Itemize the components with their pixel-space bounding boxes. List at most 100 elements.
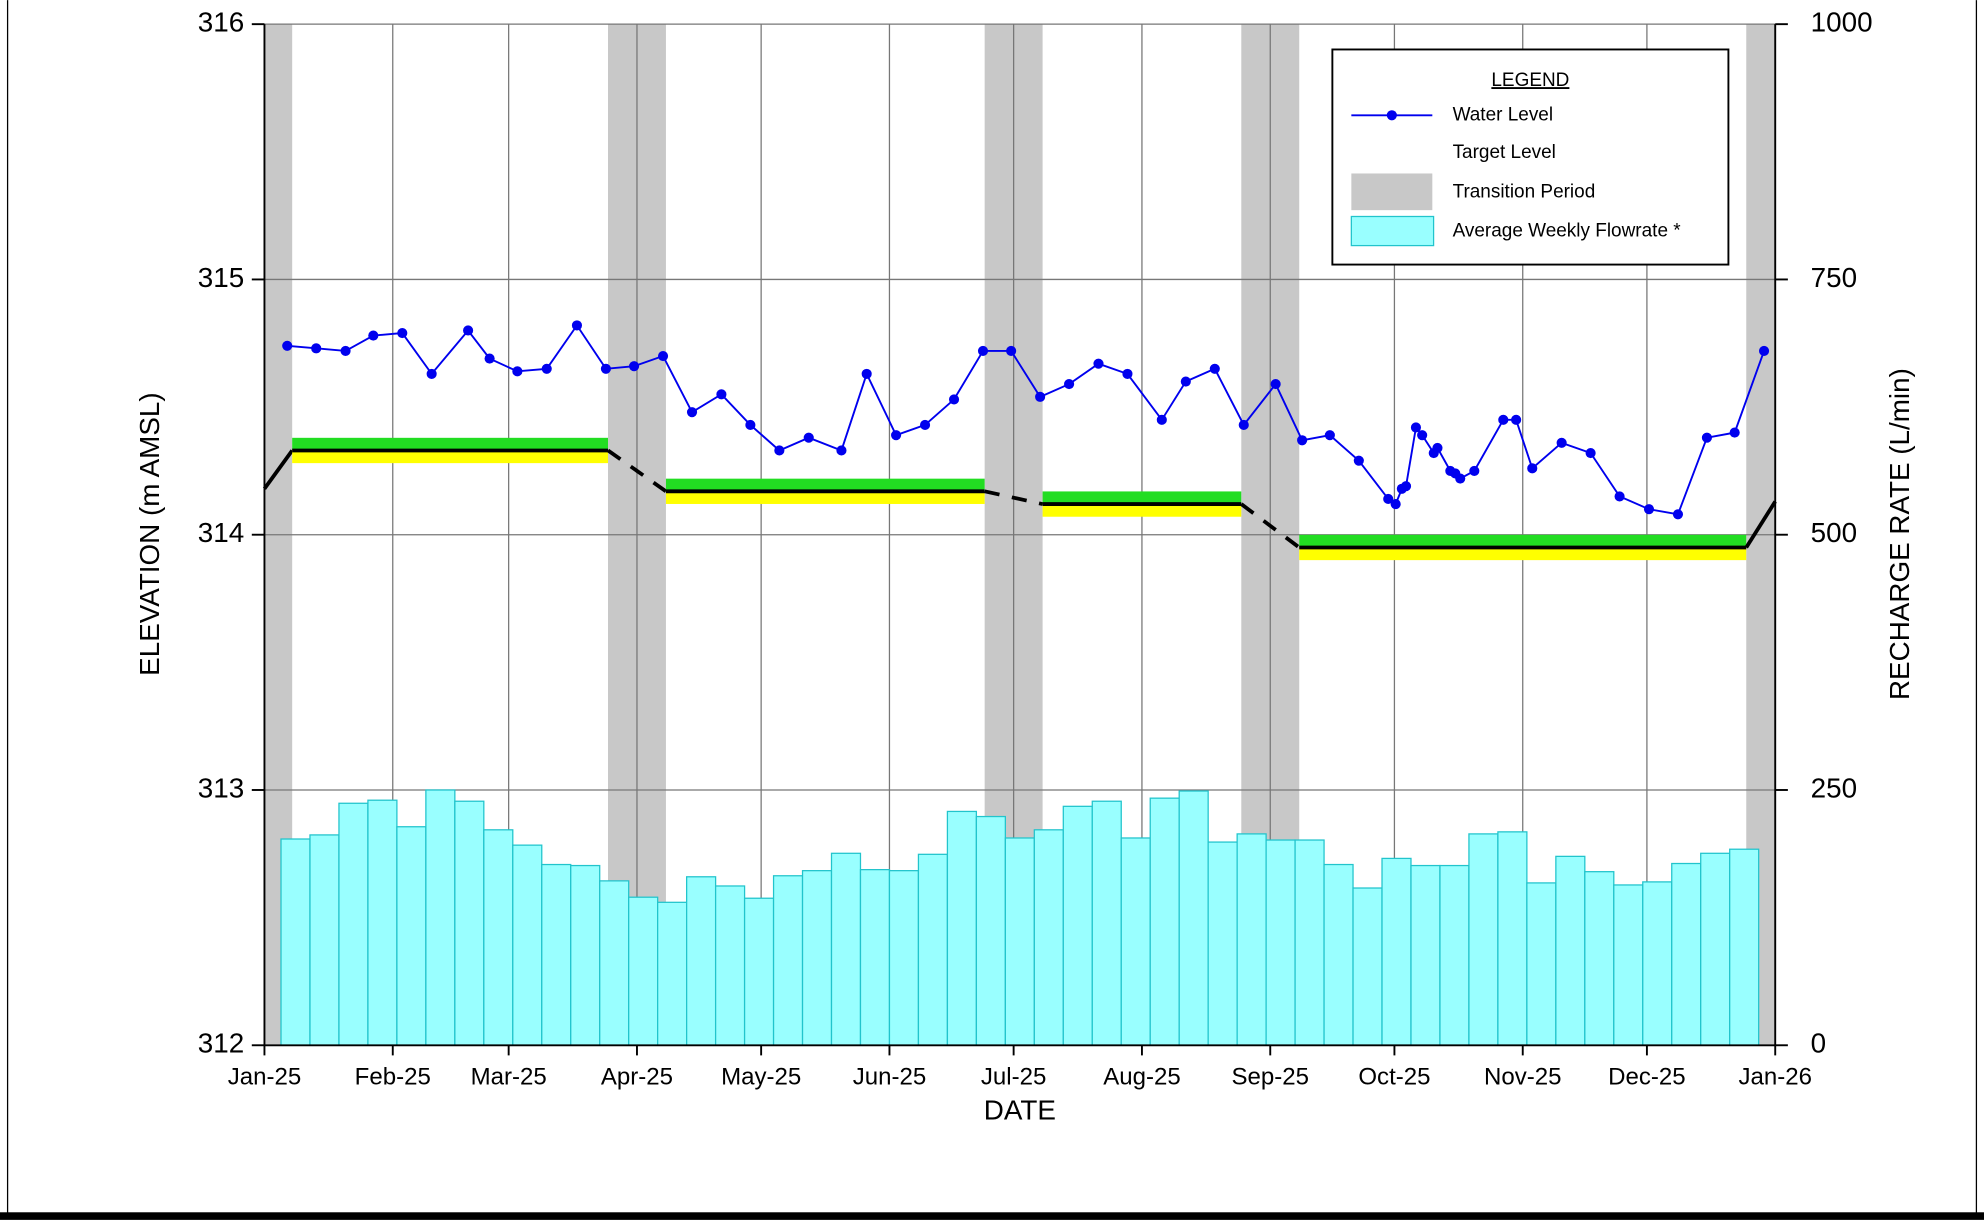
target-band-lower xyxy=(1042,504,1242,517)
y-tick-label: 316 xyxy=(198,7,244,38)
water-level-point xyxy=(1122,368,1133,379)
water-level-point xyxy=(311,343,322,354)
water-level-point xyxy=(629,361,640,372)
water-level-point xyxy=(716,389,727,400)
water-level-point xyxy=(340,345,351,356)
flow-bar xyxy=(1120,837,1151,1046)
x-tick-label: Dec-25 xyxy=(1608,1064,1685,1091)
flow-bar xyxy=(1439,864,1470,1046)
flow-bar xyxy=(1497,831,1528,1046)
flow-bar xyxy=(1149,797,1180,1046)
x-tick-label: Feb-25 xyxy=(355,1064,431,1091)
water-level-point xyxy=(1400,481,1412,492)
water-level-point xyxy=(1729,427,1740,438)
water-level-point xyxy=(1383,493,1394,505)
target-band-lower xyxy=(665,491,985,504)
water-level-point xyxy=(1324,430,1335,441)
water-level-point xyxy=(861,368,872,379)
flow-bar xyxy=(917,853,949,1046)
flow-bar xyxy=(483,829,514,1046)
x-tick-label: Jan-26 xyxy=(1738,1064,1811,1091)
water-level-point xyxy=(600,363,611,374)
x-tick-label: Sep-25 xyxy=(1232,1064,1310,1091)
water-level-point xyxy=(1390,499,1401,510)
y-tick-label: 314 xyxy=(198,517,244,548)
flow-bar xyxy=(714,885,746,1046)
legend-label: Average Weekly Flowrate * xyxy=(1453,221,1682,242)
x-tick-label: Apr-25 xyxy=(601,1064,673,1091)
y2-tick-label: 0 xyxy=(1811,1028,1826,1059)
target-line xyxy=(606,448,668,493)
flow-bar xyxy=(743,897,775,1046)
flow-bar xyxy=(454,800,485,1046)
target-band-lower xyxy=(292,450,608,464)
x-tick-label: Jun-25 xyxy=(853,1064,926,1091)
water-level-point xyxy=(368,330,379,341)
flow-bar xyxy=(1323,863,1354,1046)
flow-bar xyxy=(599,880,630,1046)
target-band-upper xyxy=(292,437,608,451)
flow-bar xyxy=(975,815,1006,1046)
water-level-point xyxy=(1006,345,1017,356)
water-level-point xyxy=(1758,345,1770,356)
water-level-point xyxy=(1297,435,1308,446)
flow-bar xyxy=(1178,790,1209,1046)
flow-bar xyxy=(1584,871,1615,1046)
flow-bar xyxy=(425,789,456,1046)
water-level-point xyxy=(657,350,669,362)
flow-bar xyxy=(1062,805,1093,1046)
water-level-point xyxy=(919,419,931,431)
water-level-point xyxy=(1556,437,1567,448)
water-level-point xyxy=(836,445,847,456)
target-line xyxy=(1744,500,1777,549)
water-level-point xyxy=(1527,463,1538,474)
water-level-point xyxy=(1064,379,1075,390)
flow-bar xyxy=(1526,882,1557,1046)
water-level-point xyxy=(803,432,814,443)
flow-bar xyxy=(1468,833,1499,1046)
flow-bar xyxy=(628,896,659,1046)
water-level-point xyxy=(1511,414,1522,425)
x-tick-label: Nov-25 xyxy=(1484,1064,1561,1091)
flow-bar xyxy=(1642,881,1673,1046)
water-level-point xyxy=(1469,465,1480,476)
flow-bar xyxy=(1236,833,1267,1046)
frame-bottom xyxy=(0,1212,1984,1220)
flow-bar xyxy=(888,870,920,1046)
flow-bar xyxy=(686,876,717,1046)
water-level-point xyxy=(1156,414,1167,425)
flow-bar xyxy=(859,869,891,1046)
x-tick-label: Oct-25 xyxy=(1358,1064,1430,1091)
water-level-point xyxy=(686,407,698,418)
target-band-lower xyxy=(1299,547,1747,561)
water-level-point xyxy=(1238,419,1249,431)
flow-bar xyxy=(1700,852,1731,1046)
flow-bar xyxy=(1207,841,1238,1046)
target-band-upper xyxy=(665,478,985,492)
target-band-upper xyxy=(1299,534,1747,548)
legend-symbol xyxy=(1386,110,1397,121)
water-level-point xyxy=(774,445,785,456)
water-level-point xyxy=(891,430,902,441)
x-tick-label: May-25 xyxy=(721,1064,801,1091)
flow-bar xyxy=(830,852,862,1046)
legend-symbol xyxy=(1351,173,1433,211)
water-level-point xyxy=(1035,391,1046,402)
flow-bar xyxy=(1671,862,1702,1046)
flow-bar xyxy=(570,864,601,1046)
water-level-point xyxy=(463,325,474,336)
y-tick-label: 315 xyxy=(198,262,244,293)
legend-title: LEGEND xyxy=(1491,70,1569,91)
flow-bar xyxy=(512,844,543,1046)
water-level-point xyxy=(948,394,960,405)
flow-bar xyxy=(309,834,340,1046)
flow-bar xyxy=(1410,864,1441,1046)
water-level-point xyxy=(484,353,495,364)
flow-bar xyxy=(280,838,311,1046)
x-tick-label: Mar-25 xyxy=(471,1064,547,1091)
water-level-point xyxy=(1410,422,1422,433)
water-level-point xyxy=(282,340,293,351)
flow-bar xyxy=(1729,848,1760,1046)
flow-bar xyxy=(1555,855,1586,1046)
water-level-point xyxy=(1209,363,1220,374)
